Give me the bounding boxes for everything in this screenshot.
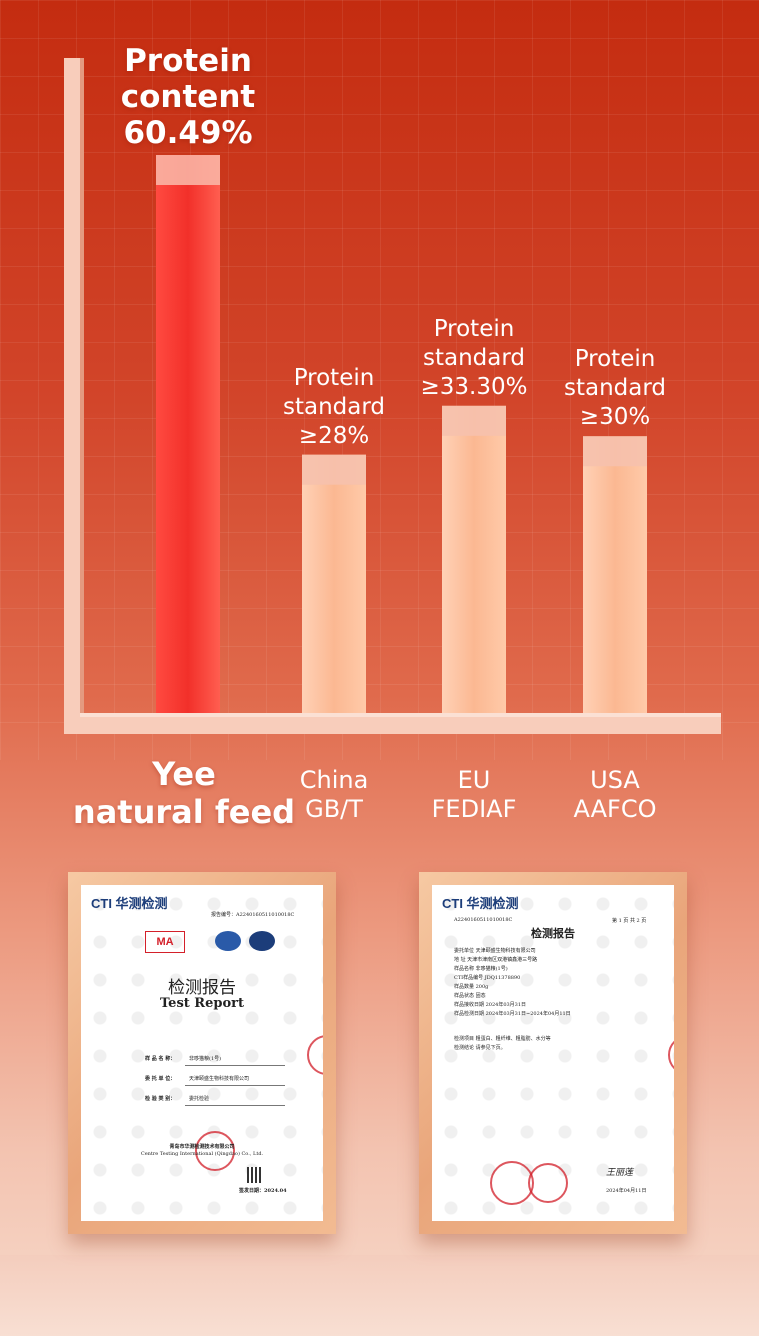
bar-cap-2 bbox=[302, 454, 366, 485]
field-line bbox=[185, 1085, 285, 1086]
certificate-frame-1: CTI 华测检测 报告编号：A2240160511010018C MA 检测报告… bbox=[68, 872, 336, 1234]
field-type-label: 检 验 类 别： bbox=[145, 1096, 176, 1102]
certificate-frame-2: CTI 华测检测 A2240160511010018C 第 1 页 共 2 页 … bbox=[419, 872, 687, 1234]
bar-cap-3 bbox=[442, 405, 506, 436]
report-title-cn: 检测报告 bbox=[531, 927, 575, 940]
field-sample-name-label: 样 品 名 称： bbox=[145, 1056, 176, 1062]
category-label-3: EU FEDIAF bbox=[431, 766, 517, 823]
signature: 王丽莲 bbox=[606, 1168, 634, 1178]
report-number: 报告编号：A2240160511010018C bbox=[211, 912, 295, 918]
issue-date: 签发日期：2024.04 bbox=[239, 1188, 287, 1194]
shelf bbox=[0, 1255, 759, 1336]
report-row: 检测结论 请参见下页。 bbox=[454, 1045, 506, 1051]
protein-bar-chart bbox=[64, 58, 721, 734]
report-title-cn: 检测报告 bbox=[168, 978, 236, 998]
y-axis bbox=[64, 58, 84, 734]
report-number: A2240160511010018C bbox=[454, 917, 513, 923]
report-date: 2024年04月11日 bbox=[606, 1188, 647, 1194]
test-report-cover: CTI 华测检测 报告编号：A2240160511010018C MA 检测报告… bbox=[81, 885, 323, 1221]
report-row: 检测项目 粗蛋白、粗纤维、粗脂肪、水分等 bbox=[454, 1036, 551, 1042]
red-seal-edge-icon bbox=[668, 1035, 674, 1075]
bar-label-4: Protein standard ≥30% bbox=[563, 346, 667, 431]
report-row: CTI样品编号 JDQ11378890 bbox=[454, 975, 521, 981]
ilac-mark-icon bbox=[215, 931, 241, 951]
red-seal-icon bbox=[528, 1163, 568, 1203]
field-line bbox=[185, 1105, 285, 1106]
x-axis-edge bbox=[80, 713, 721, 717]
bar-label-1: Protein content 60.49% bbox=[120, 43, 256, 151]
bar-label-2: Protein standard ≥28% bbox=[282, 364, 386, 449]
bar-cap-1 bbox=[156, 155, 220, 185]
report-title-en: Test Report bbox=[160, 996, 244, 1011]
red-seal-icon bbox=[195, 1131, 235, 1171]
report-row: 委托单位 天津颐盛生物科技有限公司 bbox=[454, 948, 536, 954]
cma-mark-icon: MA bbox=[145, 931, 185, 953]
field-client-value: 天津颐盛生物科技有限公司 bbox=[189, 1076, 250, 1082]
category-label-1: Yee natural feed bbox=[72, 755, 296, 831]
red-seal-edge-icon bbox=[307, 1035, 323, 1075]
bar-3 bbox=[442, 405, 506, 713]
qr-code-icon bbox=[247, 1167, 263, 1183]
bar-2 bbox=[302, 454, 366, 713]
report-row: 样品检测日期 2024年03月31日~2024年04月11日 bbox=[454, 1011, 571, 1017]
report-row: 样品接收日期 2024年03月31日 bbox=[454, 1002, 527, 1008]
cti-logo: CTI 华测检测 bbox=[91, 896, 168, 911]
cti-logo: CTI 华测检测 bbox=[442, 896, 519, 911]
category-label-2: China GB/T bbox=[299, 766, 369, 823]
report-row: 样品名称 非哆猫粮(1号) bbox=[454, 966, 508, 972]
field-sample-name-value: 非哆猫粮(1号) bbox=[189, 1056, 222, 1062]
x-axis bbox=[64, 713, 721, 734]
bar-1 bbox=[156, 155, 220, 713]
field-line bbox=[185, 1065, 285, 1066]
field-type-value: 委托检验 bbox=[189, 1096, 210, 1102]
report-row: 样品状态 固态 bbox=[454, 993, 486, 999]
bar-4 bbox=[583, 436, 647, 713]
y-axis-edge bbox=[80, 58, 84, 718]
issuing-org-en: Centre Testing International (Qingdao) C… bbox=[140, 1151, 264, 1157]
test-report-page: CTI 华测检测 A2240160511010018C 第 1 页 共 2 页 … bbox=[432, 885, 674, 1221]
bar-label-3: Protein standard ≥33.30% bbox=[420, 315, 528, 400]
issuing-org: 青岛市华测检测技术有限公司 bbox=[169, 1144, 235, 1150]
page-indicator: 第 1 页 共 2 页 bbox=[612, 918, 647, 924]
field-client-label: 委 托 单 位： bbox=[145, 1076, 176, 1082]
cnas-mark-icon bbox=[249, 931, 275, 951]
report-row: 样品数量 200g bbox=[454, 984, 489, 990]
category-label-4: USA AAFCO bbox=[573, 766, 657, 823]
bar-cap-4 bbox=[583, 436, 647, 467]
report-row: 地 址 天津市津南区双港镇鑫港三号路 bbox=[454, 957, 538, 963]
